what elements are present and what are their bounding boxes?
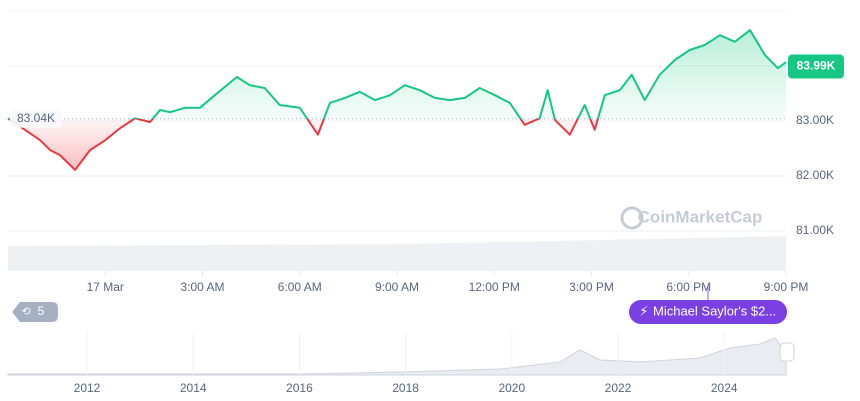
event-label: Michael Saylor's $2... [653,303,776,318]
x-tick-label: 6:00 AM [278,280,322,294]
x-tick-label: 9:00 PM [764,280,809,294]
badge-count: 5 [38,304,45,318]
baseline-label-bg [10,109,62,128]
x-tick-label: 3:00 AM [180,280,224,294]
current-price-bg [788,54,844,79]
navigator-handle[interactable] [779,342,795,362]
current-price-label: 83.99K [797,59,836,73]
x-tick-label: 3:00 PM [569,280,614,294]
watermark-logo [620,206,644,230]
navigator-label: 2024 [711,381,738,395]
y-tick-label: 82.00K [796,168,834,182]
event-icon: ⚡ [639,303,648,318]
price-line [7,29,787,171]
navigator-label: 2018 [392,381,419,395]
y-tick-label: 83.00K [796,113,834,127]
navigator-label: 2014 [180,381,207,395]
watermark: CoinMarketCap [638,207,763,226]
navigator-label: 2020 [498,381,525,395]
navigator-area [7,337,787,376]
event-pill[interactable] [629,300,787,324]
navigator-label: 2016 [286,381,313,395]
x-tick-label: 17 Mar [87,280,124,294]
price-area [8,30,786,170]
navigator-label: 2012 [74,381,101,395]
x-tick-label: 6:00 PM [666,280,711,294]
baseline-label: 83.04K [17,111,55,125]
x-tick-label: 12:00 PM [469,280,520,294]
y-tick-label: 81.00K [796,223,834,237]
navigator-label: 2022 [605,381,632,395]
volume-area [8,236,786,271]
history-icon: ⟲ [21,306,30,318]
x-tick-label: 9:00 AM [375,280,419,294]
history-badge[interactable] [12,302,58,322]
